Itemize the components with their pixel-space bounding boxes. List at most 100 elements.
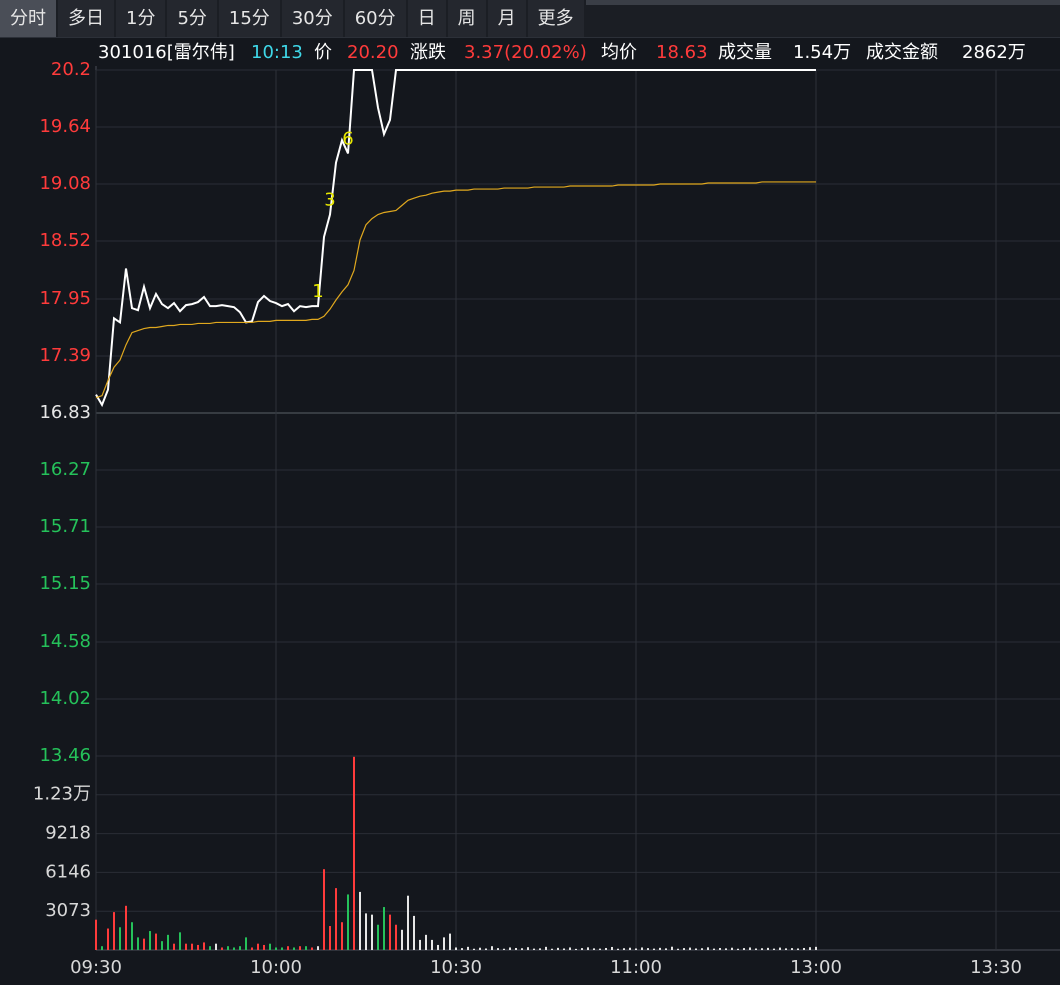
volume-bar: [425, 934, 427, 950]
volume-bar: [533, 948, 535, 950]
time: 10:13: [251, 42, 303, 63]
tab[interactable]: 15分: [218, 0, 280, 37]
volume-bar: [329, 926, 331, 950]
volume-bar: [689, 947, 691, 950]
volume-bar: [767, 947, 769, 950]
tab[interactable]: 30分: [281, 0, 343, 37]
toolbar-filler: [585, 0, 1060, 37]
volume-bar: [311, 947, 313, 950]
y-tick-label: 19.64: [39, 116, 91, 137]
price-line: [95, 69, 816, 408]
volume-bar: [485, 948, 487, 950]
tab-bar: 分时 多日 1分 5分 15分 30分 60分日周月更多: [0, 0, 1060, 38]
tab[interactable]: 分时: [0, 0, 56, 37]
volume-bar: [281, 947, 283, 950]
volume-bar: [611, 946, 613, 950]
tab[interactable]: 5分: [167, 0, 217, 37]
volume-bar: [497, 948, 499, 950]
volume-bar: [641, 947, 643, 950]
volume-bar: [665, 948, 667, 950]
volume-bar: [341, 922, 343, 950]
volume-bar: [227, 946, 229, 950]
volume-bar: [95, 919, 97, 950]
volume-bar: [455, 947, 457, 950]
x-tick-label: 10:30: [430, 957, 482, 978]
volume-bar: [815, 946, 817, 950]
volume-bar: [809, 947, 811, 950]
x-tick-label: 10:00: [250, 957, 302, 978]
volume-bar: [545, 946, 547, 950]
y-tick-label: 3073: [45, 900, 91, 921]
volume-bar: [287, 946, 289, 950]
volume-bar: [317, 946, 319, 950]
tab[interactable]: 周: [447, 0, 486, 37]
tab[interactable]: 1分: [116, 0, 166, 37]
volume-bar: [119, 927, 121, 950]
y-tick-label: 14.58: [39, 631, 91, 652]
volume-bar: [797, 948, 799, 950]
volume-bar: [653, 948, 655, 950]
volume-bar: [101, 946, 103, 950]
volume-bar: [269, 943, 271, 950]
y-tick-label: 6146: [45, 861, 91, 882]
volume-bar: [467, 946, 469, 950]
volume-bar: [647, 948, 649, 950]
volume-bar: [431, 939, 433, 950]
volume-bar: [671, 946, 673, 950]
volume-bar: [491, 946, 493, 950]
volume-label: 成交量: [718, 42, 772, 63]
volume-bar: [143, 938, 145, 950]
volume-bar: [701, 948, 703, 950]
volume-bar: [521, 948, 523, 950]
volume-bar: [365, 913, 367, 950]
volume-bar: [419, 939, 421, 950]
volume-bar: [713, 948, 715, 950]
volume-bar: [215, 943, 217, 950]
volume-bar: [539, 948, 541, 950]
volume-bar: [323, 869, 325, 950]
tab[interactable]: 月: [487, 0, 526, 37]
tab[interactable]: 60分: [344, 0, 406, 37]
y-tick-label: 14.02: [39, 688, 91, 709]
volume-bar: [785, 948, 787, 950]
y-tick-label: 16.27: [39, 459, 91, 480]
volume-bar: [353, 756, 355, 950]
volume-bar: [359, 891, 361, 950]
volume-bar: [587, 947, 589, 950]
tab[interactable]: 日: [407, 0, 446, 37]
volume-bar: [449, 933, 451, 950]
volume-bar: [461, 948, 463, 950]
volume-bar: [605, 947, 607, 950]
volume-bar: [125, 905, 127, 950]
volume-bar: [299, 946, 301, 950]
volume-bar: [149, 931, 151, 950]
avg: 18.63: [656, 42, 708, 63]
volume-bar: [383, 907, 385, 950]
volume-bar: [575, 948, 577, 950]
tab[interactable]: 多日: [58, 0, 114, 37]
volume: 1.54万: [793, 42, 851, 63]
volume-bar: [743, 948, 745, 950]
volume-bar: [407, 895, 409, 950]
volume-bar: [437, 944, 439, 950]
volume-bar: [773, 948, 775, 950]
volume-bar: [707, 947, 709, 950]
volume-bar: [221, 947, 223, 950]
volume-bar: [725, 948, 727, 950]
volume-bar: [185, 943, 187, 950]
y-tick-label: 20.2: [51, 59, 91, 80]
volume-bar: [257, 943, 259, 950]
volume-bar: [635, 948, 637, 950]
price: 20.20: [347, 42, 399, 63]
x-tick-label: 13:00: [790, 957, 842, 978]
volume-bar: [557, 947, 559, 950]
volume-bar: [395, 924, 397, 950]
volume-bar: [527, 947, 529, 950]
y-tick-label: 18.52: [39, 230, 91, 251]
y-tick-label: 13.46: [39, 745, 91, 766]
tab[interactable]: 更多: [527, 0, 584, 37]
volume-bar: [623, 948, 625, 950]
volume-bar: [677, 948, 679, 950]
volume-bar: [629, 947, 631, 950]
